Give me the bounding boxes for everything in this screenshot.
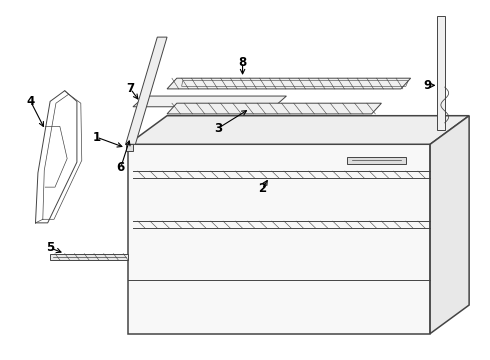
Text: 4: 4: [26, 95, 35, 108]
Text: 7: 7: [126, 82, 135, 95]
Polygon shape: [133, 96, 287, 107]
Text: 8: 8: [239, 55, 246, 69]
Polygon shape: [438, 16, 445, 130]
Polygon shape: [347, 157, 406, 164]
Text: 6: 6: [117, 161, 125, 174]
Polygon shape: [167, 78, 411, 89]
Polygon shape: [167, 103, 381, 114]
Polygon shape: [430, 116, 469, 334]
Polygon shape: [50, 253, 128, 260]
Polygon shape: [128, 144, 430, 334]
Text: 2: 2: [258, 183, 266, 195]
Text: 3: 3: [214, 122, 222, 135]
Text: 5: 5: [46, 241, 54, 255]
Text: 1: 1: [92, 131, 100, 144]
Polygon shape: [128, 116, 469, 144]
Polygon shape: [125, 37, 167, 144]
Text: 9: 9: [423, 79, 432, 92]
Polygon shape: [125, 144, 133, 152]
